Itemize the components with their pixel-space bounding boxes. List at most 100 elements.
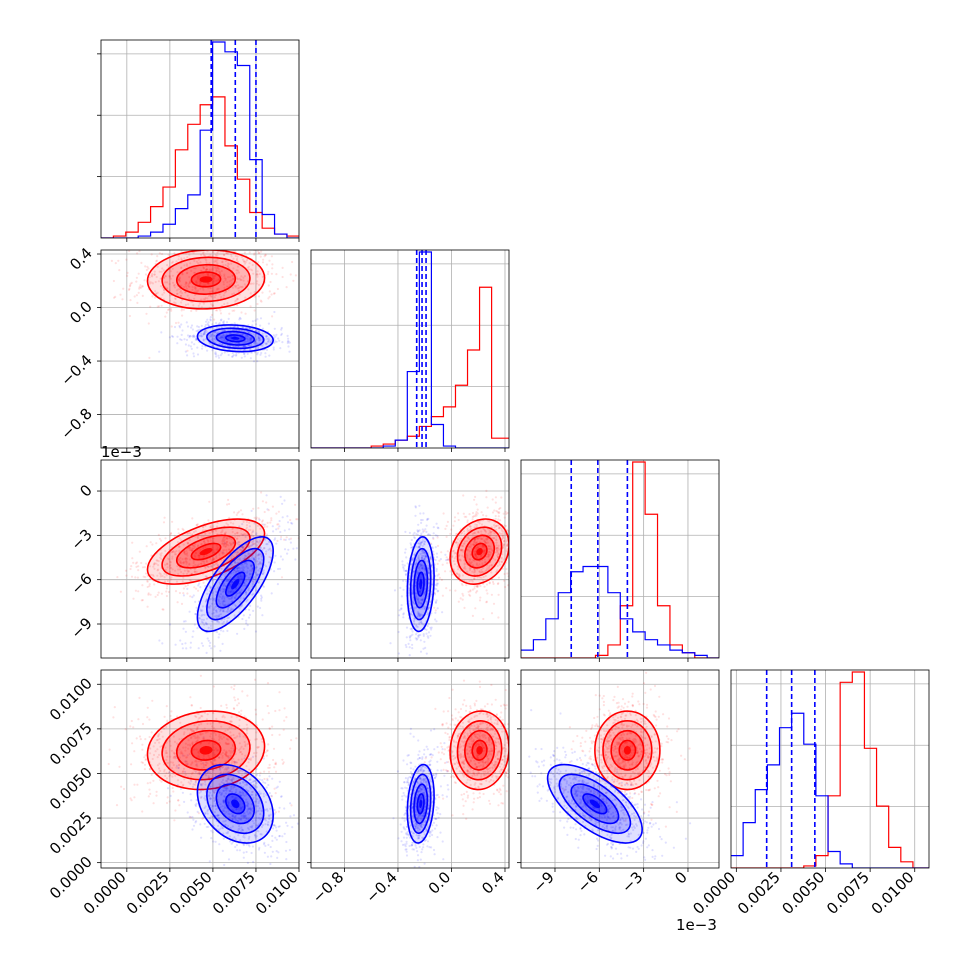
scatter-point — [223, 590, 226, 593]
scatter-point — [446, 562, 449, 565]
scatter-point — [204, 323, 207, 327]
scatter-point — [208, 268, 212, 271]
scatter-point — [138, 287, 141, 290]
scatter-point — [217, 615, 221, 618]
scatter-point — [223, 339, 226, 342]
scatter-point — [228, 548, 231, 551]
scatter-point — [135, 276, 138, 279]
scatter-point — [473, 538, 476, 542]
scatter-point — [245, 574, 248, 577]
scatter-point — [245, 340, 248, 343]
scatter-point — [160, 592, 163, 595]
scatter-point — [225, 579, 228, 582]
scatter-point — [229, 609, 232, 612]
scatter-point — [267, 712, 270, 715]
scatter-point — [205, 328, 208, 331]
scatter-point — [120, 785, 123, 788]
scatter-point — [193, 271, 196, 274]
scatter-point — [112, 716, 115, 719]
scatter-point — [206, 318, 209, 321]
scatter-point — [171, 267, 174, 270]
scatter-point — [224, 279, 227, 282]
scatter-point — [219, 610, 222, 613]
scatter-point — [287, 548, 290, 551]
scatter-point — [190, 549, 194, 552]
scatter-point — [495, 524, 498, 528]
scatter-point — [234, 597, 237, 600]
scatter-point — [446, 520, 449, 523]
scatter-point — [251, 269, 254, 272]
scatter-point — [222, 294, 225, 297]
scatter-point — [180, 309, 183, 312]
scatter-point — [216, 548, 219, 551]
scatter-point — [490, 593, 493, 596]
scatter-point — [221, 260, 224, 263]
scatter-point — [247, 339, 250, 342]
scatter-point — [163, 516, 166, 519]
scatter-point — [170, 566, 173, 569]
scatter-point — [264, 552, 268, 555]
scatter-point — [231, 600, 234, 603]
scatter-point — [222, 584, 225, 587]
scatter-point — [164, 281, 167, 284]
scatter-point — [253, 516, 256, 519]
scatter-point — [236, 537, 239, 540]
contour-blue — [196, 536, 274, 633]
scatter-point — [471, 564, 475, 567]
scatter-point — [253, 291, 256, 294]
scatter-point — [167, 590, 170, 594]
scatter-point — [239, 569, 242, 572]
scatter-point — [217, 615, 220, 618]
scatter-point — [243, 627, 246, 630]
scatter-point — [235, 272, 238, 275]
scatter-point — [202, 535, 205, 539]
scatter-point — [174, 297, 177, 300]
scatter-point — [403, 564, 406, 567]
scatter-point — [232, 688, 235, 691]
scatter-point — [169, 578, 172, 581]
scatter-point — [473, 577, 476, 581]
scatter-point — [467, 548, 470, 551]
scatter-point — [400, 607, 403, 610]
scatter-point — [241, 563, 244, 566]
scatter-point — [210, 335, 213, 338]
scatter-point — [184, 553, 187, 556]
scatter-point — [480, 576, 483, 579]
scatter-point — [234, 605, 237, 608]
scatter-point — [184, 291, 187, 294]
scatter-point — [176, 292, 179, 295]
scatter-point — [245, 326, 248, 329]
scatter-point — [446, 550, 449, 553]
scatter-point — [180, 602, 184, 605]
scatter-point — [440, 551, 443, 554]
scatter-point — [434, 601, 437, 604]
scatter-point — [244, 341, 247, 344]
scatter-point — [143, 756, 146, 759]
scatter-point — [134, 562, 137, 565]
scatter-point — [235, 594, 238, 598]
scatter-point — [243, 283, 246, 286]
scatter-point — [117, 259, 120, 262]
scatter-point — [473, 559, 476, 562]
scatter-point — [237, 289, 240, 292]
scatter-point — [239, 578, 242, 581]
scatter-point — [213, 563, 216, 566]
scatter-point — [207, 321, 210, 324]
scatter-point — [249, 339, 252, 342]
scatter-point — [296, 518, 299, 521]
density-peak-red — [199, 548, 213, 556]
scatter-point — [453, 563, 456, 566]
scatter-point — [445, 556, 448, 559]
scatter-point — [229, 597, 232, 600]
scatter-point — [421, 518, 424, 522]
scatter-point — [224, 277, 227, 280]
scatter-point — [454, 589, 457, 592]
scatter-point — [410, 628, 413, 631]
scatter-point — [500, 537, 503, 540]
scatter-point — [243, 251, 246, 254]
scatter-point — [220, 567, 223, 570]
scatter-point — [209, 342, 212, 345]
scatter-point — [174, 553, 178, 556]
scatter-point — [206, 592, 209, 595]
scatter-point — [227, 336, 231, 339]
